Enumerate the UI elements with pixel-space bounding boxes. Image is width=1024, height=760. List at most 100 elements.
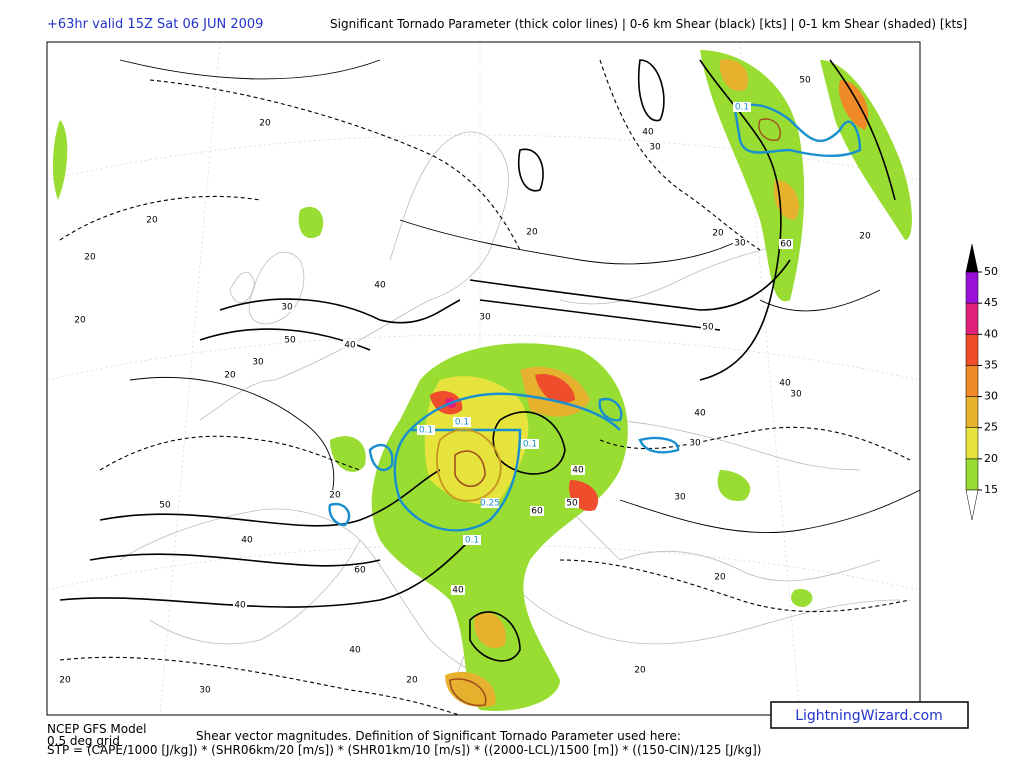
contour-label: 20	[406, 676, 418, 686]
contour-label-bg	[283, 335, 297, 345]
contour-label: 40	[572, 466, 584, 476]
contour-label-bg	[711, 228, 725, 238]
contour-label: 50	[799, 76, 811, 86]
contour-label-bg	[673, 492, 687, 502]
contour-label: 60	[780, 240, 792, 250]
stp-label-bg	[453, 417, 471, 427]
contour-label-bg	[348, 645, 362, 655]
shear-contours-thin	[119, 59, 920, 534]
contour-label-bg	[145, 215, 159, 225]
stp-label-bg	[521, 439, 539, 449]
colorbar-tick-label: 35	[984, 358, 998, 371]
contour-label: 60	[531, 507, 543, 517]
contour-label: 50	[566, 499, 578, 509]
colorbar-tick-label: 15	[984, 483, 998, 496]
contour-label-bg	[641, 127, 655, 137]
contour-label: 20	[146, 216, 158, 226]
colorbar-over	[965, 243, 979, 273]
stp-contours	[328, 103, 862, 707]
contour-label: 40	[642, 128, 654, 138]
contour-label-bg	[779, 239, 793, 249]
contour-label-bg	[713, 572, 727, 582]
colorbar-under	[965, 489, 979, 521]
colorbar-swatch	[965, 271, 979, 304]
colorbar-tick-label: 50	[984, 265, 998, 278]
model-label: NCEP GFS Model	[47, 722, 146, 736]
contour-label: 40	[374, 281, 386, 291]
contour-label: 30	[649, 143, 661, 153]
contour-label-bg	[233, 600, 247, 610]
contour-label: 50	[284, 336, 296, 346]
contour-label: 20	[329, 491, 341, 501]
contour-label: 40	[349, 646, 361, 656]
contour-label: 40	[779, 379, 791, 389]
contour-label-bg	[451, 585, 465, 595]
contour-label: 30	[252, 358, 264, 368]
contour-label-bg	[565, 498, 579, 508]
run-label: +63hr valid 15Z Sat 06 JUN 2009	[47, 17, 263, 32]
stp-label: 0.1	[419, 426, 433, 436]
colorbar-swatch	[965, 458, 979, 491]
shear-shading	[52, 50, 912, 711]
stp-label-bg	[733, 102, 751, 112]
contour-label-bg	[778, 378, 792, 388]
contour-label-bg	[373, 280, 387, 290]
contour-label: 50	[159, 501, 171, 511]
contour-label-bg	[633, 665, 647, 675]
shear-contours-dashed	[59, 59, 911, 715]
contour-label: 40	[452, 586, 464, 596]
contour-label-bg	[280, 302, 294, 312]
brand: LightningWizard.com	[795, 708, 943, 724]
contour-label: 40	[344, 341, 356, 351]
contour-label: 30	[689, 439, 701, 449]
contour-label-bg	[858, 231, 872, 241]
stp-label: 0.25	[480, 499, 500, 509]
contour-label-bg	[571, 465, 585, 475]
contour-label: 20	[634, 666, 646, 676]
colorbar-tick-label: 40	[984, 327, 998, 340]
contour-label: 30	[734, 239, 746, 249]
contour-label-bg	[223, 370, 237, 380]
colorbar-swatch	[965, 427, 979, 460]
stp-label: 0.1	[465, 536, 479, 546]
contour-label: 30	[674, 493, 686, 503]
contour-label-bg	[240, 535, 254, 545]
contour-label-bg	[478, 312, 492, 322]
contour-label-bg	[733, 238, 747, 248]
colorbar-swatch	[965, 334, 979, 366]
contour-label: 20	[259, 119, 271, 129]
colorbar-tick-label: 45	[984, 296, 998, 309]
contour-label: 20	[712, 229, 724, 239]
contour-label: 20	[714, 573, 726, 583]
colorbar-tick-label: 25	[984, 421, 998, 434]
contour-label-bg	[343, 340, 357, 350]
contour-label-bg	[798, 75, 812, 85]
contour-label-bg	[688, 438, 702, 448]
contour-label: 20	[74, 316, 86, 326]
map-frame	[46, 41, 921, 716]
stp-label-bg	[463, 535, 481, 545]
contour-label: 20	[859, 232, 871, 242]
stp-label-bg	[481, 498, 499, 508]
contour-label-bg	[405, 675, 419, 685]
colorbar-swatch	[965, 302, 979, 335]
contour-label: 20	[224, 371, 236, 381]
shear-contours	[59, 59, 896, 662]
contour-label: 50	[702, 323, 714, 333]
contour-label-bg	[693, 408, 707, 418]
colorbar: 15 20 25 30 35 40 45 50	[965, 243, 998, 521]
contour-label-bg	[701, 322, 715, 332]
contour-label-bg	[83, 252, 97, 262]
contour-label: 30	[790, 390, 802, 400]
contour-label-bg	[73, 315, 87, 325]
contour-label: 40	[241, 536, 253, 546]
contour-label: 20	[59, 676, 71, 686]
colorbar-tick-label: 20	[984, 452, 998, 465]
contour-label-bg	[58, 675, 72, 685]
contour-label-bg	[251, 357, 265, 367]
contour-label: 20	[84, 253, 96, 263]
contour-label: 40	[694, 409, 706, 419]
stp-label-bg	[417, 425, 435, 435]
